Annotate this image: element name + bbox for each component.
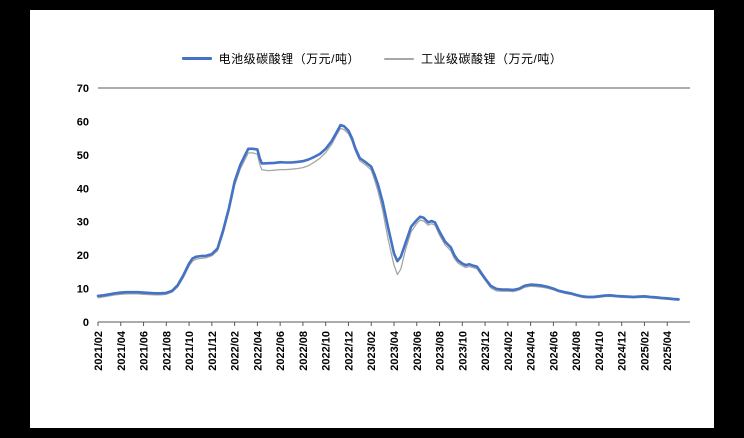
svg-text:70: 70 (77, 83, 89, 95)
svg-text:2024/08: 2024/08 (571, 331, 583, 371)
svg-text:2024/12: 2024/12 (617, 331, 629, 371)
svg-text:2023/08: 2023/08 (435, 331, 447, 371)
svg-text:10: 10 (77, 284, 89, 296)
legend-item-battery-grade: 电池级碳酸锂（万元/吨） (181, 50, 360, 67)
svg-text:2023/04: 2023/04 (389, 330, 401, 371)
svg-text:2025/04: 2025/04 (662, 330, 674, 371)
chart-svg: 0 10 20 30 40 50 60 70 2021/02 2021/04 2021/06 2021… (77, 83, 690, 371)
svg-text:2024/06: 2024/06 (548, 331, 560, 371)
svg-text:2021/04: 2021/04 (116, 330, 128, 371)
svg-text:2022/08: 2022/08 (298, 331, 310, 371)
svg-text:2024/04: 2024/04 (526, 330, 538, 371)
legend-label-battery-grade: 电池级碳酸锂（万元/吨） (218, 52, 360, 66)
chart-panel: 电池级碳酸锂（万元/吨） 工业级碳酸锂（万元/吨） 0 10 20 30 40 50 60 7… (30, 10, 714, 428)
svg-text:0: 0 (83, 317, 89, 329)
svg-text:2024/02: 2024/02 (503, 331, 515, 371)
svg-text:2021/08: 2021/08 (161, 331, 173, 371)
svg-text:2021/10: 2021/10 (184, 331, 196, 371)
svg-text:2024/10: 2024/10 (594, 331, 606, 371)
svg-text:2025/02: 2025/02 (639, 331, 651, 371)
svg-text:2021/06: 2021/06 (139, 331, 151, 371)
svg-text:2023/02: 2023/02 (366, 331, 378, 371)
svg-text:2023/06: 2023/06 (412, 331, 424, 371)
svg-text:2022/12: 2022/12 (343, 331, 355, 371)
svg-text:2022/06: 2022/06 (275, 331, 287, 371)
svg-text:40: 40 (77, 183, 89, 195)
svg-text:2021/12: 2021/12 (207, 331, 219, 371)
battery-grade-line-swatch-icon (181, 57, 212, 60)
industrial-grade-line-swatch-icon (384, 57, 414, 60)
legend-label-industrial-grade: 工业级碳酸锂（万元/吨） (421, 52, 563, 66)
svg-text:2022/02: 2022/02 (230, 331, 242, 371)
legend-item-industrial-grade: 工业级碳酸锂（万元/吨） (384, 50, 562, 67)
svg-text:50: 50 (77, 150, 89, 162)
chart-legend: 电池级碳酸锂（万元/吨） 工业级碳酸锂（万元/吨） (30, 50, 714, 67)
svg-text:2023/10: 2023/10 (457, 331, 469, 371)
svg-text:30: 30 (77, 217, 89, 229)
svg-text:60: 60 (77, 116, 89, 128)
svg-text:2021/02: 2021/02 (93, 331, 105, 371)
svg-text:2023/12: 2023/12 (480, 331, 492, 371)
svg-text:2022/04: 2022/04 (252, 330, 264, 371)
svg-text:20: 20 (77, 250, 89, 262)
svg-text:2022/10: 2022/10 (321, 331, 333, 371)
